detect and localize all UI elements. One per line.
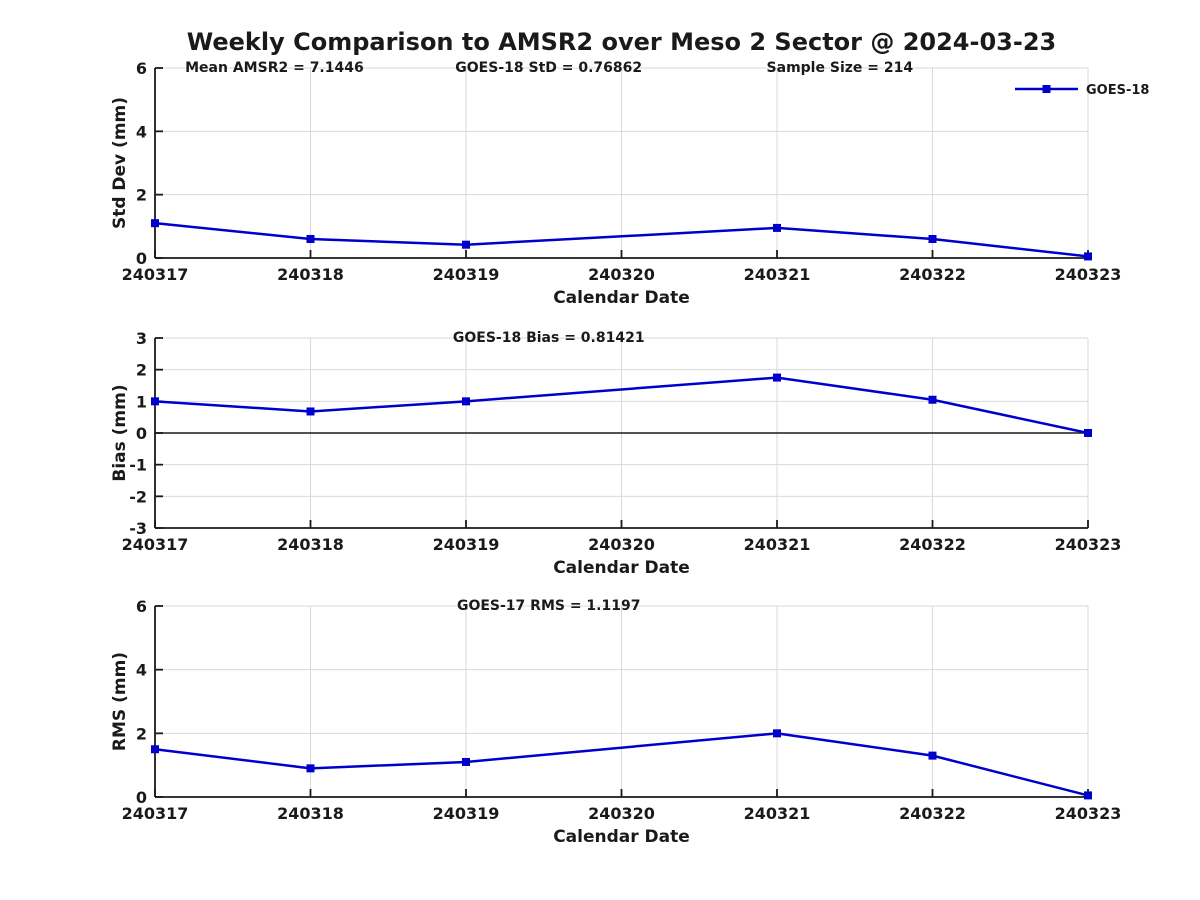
y-tick-label: 4	[136, 122, 147, 141]
data-point-marker	[928, 751, 937, 760]
x-tick-label: 240321	[744, 265, 811, 284]
x-tick-label: 240320	[588, 535, 655, 554]
data-point-marker	[462, 397, 470, 406]
legend-marker	[1042, 85, 1051, 93]
data-point-marker	[1084, 791, 1092, 800]
annotation-text: Sample Size = 214	[767, 60, 914, 76]
y-tick-label: 2	[136, 186, 147, 205]
data-point-marker	[1084, 252, 1092, 261]
data-point-marker	[306, 764, 315, 773]
y-tick-label: 2	[136, 361, 147, 380]
data-point-marker	[1084, 429, 1092, 437]
data-point-marker	[306, 235, 315, 243]
y-tick-label: -3	[129, 519, 147, 538]
x-tick-label: 240319	[433, 265, 500, 284]
y-tick-label: 1	[136, 392, 147, 411]
x-tick-label: 240318	[277, 804, 344, 823]
y-tick-label: -1	[129, 456, 147, 475]
x-axis-label: Calendar Date	[553, 288, 690, 308]
x-tick-label: 240319	[433, 804, 500, 823]
data-point-marker	[306, 407, 315, 416]
data-point-marker	[462, 757, 470, 766]
x-tick-label: 240322	[899, 804, 966, 823]
annotation-text: Mean AMSR2 = 7.1446	[185, 60, 364, 76]
data-point-marker	[773, 729, 781, 738]
data-point-marker	[773, 373, 781, 382]
x-tick-label: 240323	[1055, 804, 1122, 823]
y-tick-label: 0	[136, 249, 147, 268]
x-tick-label: 240322	[899, 265, 966, 284]
y-tick-label: 6	[136, 597, 147, 616]
x-tick-label: 240321	[744, 535, 811, 554]
x-tick-label: 240323	[1055, 265, 1122, 284]
y-axis-label: Bias (mm)	[110, 384, 130, 481]
data-line-goes-18	[154, 376, 1089, 435]
x-tick-label: 240323	[1055, 535, 1122, 554]
data-point-marker	[151, 745, 159, 754]
data-line-goes-18	[154, 732, 1089, 797]
data-point-marker	[928, 395, 937, 404]
y-axis-label: RMS (mm)	[110, 652, 130, 751]
y-tick-label: 0	[136, 424, 147, 443]
y-axis-label: Std Dev (mm)	[110, 97, 130, 229]
x-tick-label: 240320	[588, 804, 655, 823]
data-point-marker	[928, 235, 937, 243]
x-tick-label: 240322	[899, 535, 966, 554]
y-tick-label: 4	[136, 661, 147, 680]
y-tick-label: 2	[136, 724, 147, 743]
x-tick-label: 240321	[744, 804, 811, 823]
data-point-marker	[462, 240, 470, 249]
x-tick-label: 240320	[588, 265, 655, 284]
annotation-text: GOES-17 RMS = 1.1197	[457, 598, 641, 614]
x-axis-label: Calendar Date	[553, 827, 690, 847]
y-tick-label: 0	[136, 788, 147, 807]
data-point-marker	[773, 223, 781, 232]
x-tick-label: 240317	[122, 265, 189, 284]
x-tick-label: 240317	[122, 804, 189, 823]
annotation-text: GOES-18 StD = 0.76862	[455, 60, 642, 76]
data-line-goes-18	[154, 221, 1089, 258]
y-tick-label: 6	[136, 59, 147, 78]
legend-label: GOES-18	[1086, 83, 1149, 98]
figure-title: Weekly Comparison to AMSR2 over Meso 2 S…	[186, 28, 1057, 56]
data-point-marker	[151, 219, 159, 228]
x-tick-label: 240317	[122, 535, 189, 554]
x-tick-label: 240318	[277, 535, 344, 554]
x-axis-label: Calendar Date	[553, 558, 690, 578]
annotation-text: GOES-18 Bias = 0.81421	[453, 330, 645, 346]
x-tick-label: 240318	[277, 265, 344, 284]
y-tick-label: 3	[136, 329, 147, 348]
x-tick-label: 240319	[433, 535, 500, 554]
y-tick-label: -2	[129, 487, 147, 506]
data-point-marker	[151, 397, 159, 406]
